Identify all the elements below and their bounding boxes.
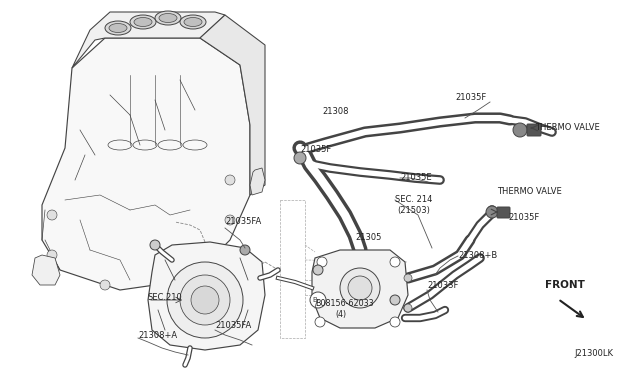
Circle shape [404, 274, 412, 282]
Circle shape [150, 240, 160, 250]
Polygon shape [72, 12, 225, 68]
Polygon shape [312, 250, 408, 328]
Text: 21035FA: 21035FA [215, 321, 252, 330]
FancyBboxPatch shape [497, 207, 510, 218]
Ellipse shape [130, 15, 156, 29]
Text: THERMO VALVE: THERMO VALVE [535, 124, 600, 132]
Circle shape [225, 175, 235, 185]
Text: 21035FA: 21035FA [225, 218, 261, 227]
Circle shape [225, 215, 235, 225]
FancyBboxPatch shape [527, 124, 541, 136]
Circle shape [390, 317, 400, 327]
Text: 21033F: 21033F [427, 282, 458, 291]
Ellipse shape [180, 15, 206, 29]
Circle shape [390, 257, 400, 267]
Text: 21035F: 21035F [508, 212, 540, 221]
Circle shape [315, 317, 325, 327]
Text: B: B [312, 297, 317, 303]
Circle shape [390, 295, 400, 305]
Circle shape [240, 245, 250, 255]
Ellipse shape [109, 23, 127, 32]
Circle shape [191, 286, 219, 314]
Polygon shape [250, 168, 265, 195]
Text: 21308+A: 21308+A [138, 330, 177, 340]
Circle shape [486, 206, 498, 218]
Circle shape [313, 265, 323, 275]
Circle shape [317, 257, 327, 267]
Circle shape [167, 262, 243, 338]
Circle shape [340, 268, 380, 308]
Polygon shape [32, 255, 60, 285]
Polygon shape [148, 242, 265, 350]
Polygon shape [42, 38, 250, 290]
Circle shape [170, 280, 180, 290]
Circle shape [294, 152, 306, 164]
Circle shape [513, 123, 527, 137]
Circle shape [180, 275, 230, 325]
Ellipse shape [155, 11, 181, 25]
Polygon shape [200, 15, 265, 195]
Circle shape [100, 280, 110, 290]
Text: (4): (4) [335, 311, 346, 320]
Text: 21308: 21308 [322, 108, 349, 116]
Circle shape [47, 250, 57, 260]
Circle shape [47, 210, 57, 220]
Text: 21035F: 21035F [455, 93, 486, 102]
Text: J21300LK: J21300LK [574, 350, 613, 359]
Ellipse shape [134, 17, 152, 26]
Text: 21035E: 21035E [400, 173, 431, 183]
Text: THERMO VALVE: THERMO VALVE [497, 187, 562, 196]
Text: (21503): (21503) [397, 206, 430, 215]
Text: B08156-62033: B08156-62033 [315, 298, 374, 308]
Circle shape [404, 304, 412, 312]
Ellipse shape [159, 13, 177, 22]
Text: 21035F: 21035F [300, 144, 332, 154]
Text: SEC.210: SEC.210 [148, 294, 183, 302]
Text: 21308+B: 21308+B [458, 251, 497, 260]
Ellipse shape [105, 21, 131, 35]
Text: SEC. 214: SEC. 214 [395, 196, 433, 205]
Text: FRONT: FRONT [545, 280, 585, 290]
Circle shape [310, 292, 326, 308]
Text: 21305: 21305 [355, 232, 381, 241]
Ellipse shape [184, 17, 202, 26]
Circle shape [348, 276, 372, 300]
